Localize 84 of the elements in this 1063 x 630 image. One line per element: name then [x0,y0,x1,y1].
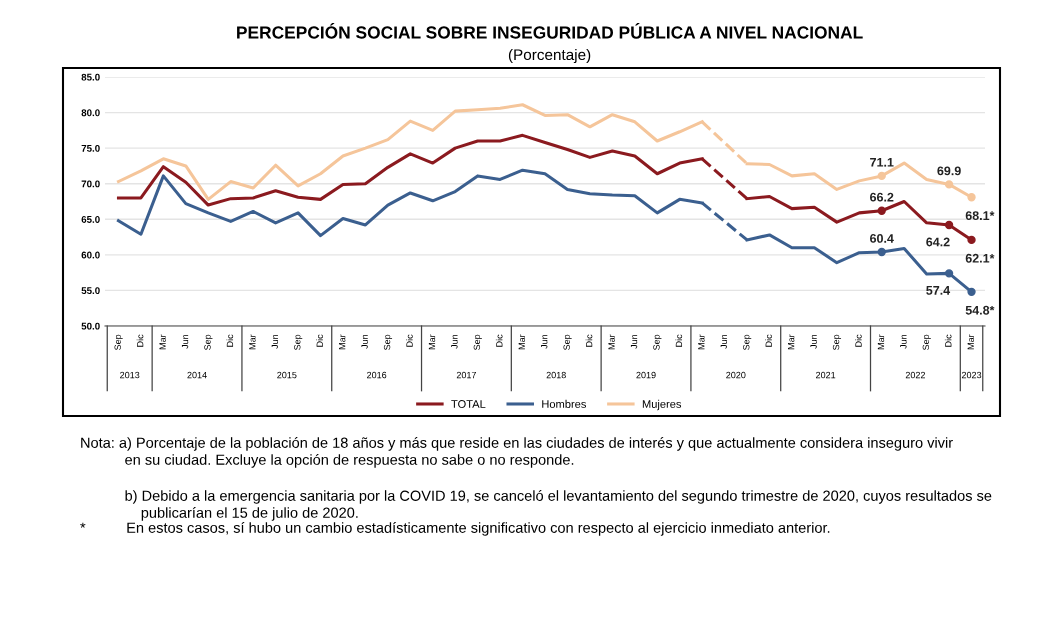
chart-title: PERCEPCIÓN SOCIAL SOBRE INSEGURIDAD PÚBLICA A NIVEL NACIONAL [237,23,863,39]
x-tick-label: Sep [204,334,213,350]
x-tick-label: Sep [563,334,572,350]
legend-label: Mujeres [642,399,682,411]
y-tick-label: 75.0 [81,144,100,152]
text: 2017 [456,371,477,379]
x-tick-label: Mar [877,334,885,350]
point [877,247,886,257]
x-tick-label: Mar [608,334,615,350]
x-tick-label: Jun [361,334,368,349]
x-tick-label: Dic [316,334,323,347]
x-tick-label: Sep [922,334,931,350]
x-tick-label: Jun [541,334,548,349]
y-tick-label: 80.0 [81,109,100,117]
chart-subtitle: (Porcentaje) [508,48,591,64]
y-tick-label: 65.0 [81,216,100,223]
y-tick-label: 70.0 [81,180,100,188]
text: 2023 [961,371,982,379]
text: 2018 [546,371,566,379]
x-tick-label: Jun [451,334,458,349]
x-tick-label: Sep [653,334,662,350]
y-tick-label: 55.0 [81,287,100,295]
x-tick-label: Mar [428,334,436,350]
x-tick-label: Dic [944,334,952,347]
x-tick-label: Sep [832,334,842,350]
x-tick-label: Jun [181,334,189,349]
text: 2014 [187,371,207,379]
data-label: 68.1* [965,211,995,221]
x-tick-label: Jun [900,334,907,349]
data-label: 54.8* [965,305,995,315]
text: 2019 [636,371,656,379]
x-tick-label: Mar [249,334,256,350]
y-tick-label: 85.0 [81,73,100,81]
x-tick-label: Dic [765,334,772,347]
text: 2020 [726,371,746,379]
text: 2016 [367,371,387,379]
x-tick-label: Sep [473,334,482,350]
x-tick-label: Dic [136,334,144,347]
data-label: 71.1 [870,158,894,167]
point [967,287,976,297]
x-tick-label: Sep [114,334,123,350]
x-tick-label: Mar [339,334,346,350]
x-tick-label: Sep [383,334,393,350]
x-tick-label: Dic [226,334,234,347]
point [877,171,886,181]
x-tick-label: Mar [698,334,705,350]
data-label: 64.2 [926,237,950,247]
legend-label: TOTAL [451,400,486,408]
x-tick-label: Dic [495,334,503,347]
x-tick-label: Sep [743,334,752,350]
x-tick-label: Dic [855,334,862,347]
point [944,180,954,189]
x-tick-label: Dic [675,334,683,347]
point [877,206,886,215]
text: 2015 [277,371,297,379]
point [967,235,976,245]
point [944,269,954,278]
text: b) Debido a la emergencia sanitaria por la COVID 19, se canceló el levantamiento del segundo trimestre de 2020, cuyos resultados se publicarían el 15 de julio de 2020. [125,490,992,521]
x-tick-label: Mar [159,334,166,350]
data-label: 57.4 [926,286,951,295]
text: 2021 [816,371,836,379]
data-label: 62.1* [965,253,995,263]
x-tick-label: Jun [810,334,817,349]
text: 2013 [120,371,140,379]
y-tick-label: 60.0 [81,251,100,259]
data-label: 69.9 [937,166,961,176]
x-tick-label: Mar [967,334,974,350]
x-tick-label: Mar [788,334,795,350]
text: Nota: a) Porcentaje de la población de 18 años y más que reside en las ciudades de interés y que actualmente considera inseguro vivir en su ciudad. Excluye la opción de respuesta no sabe o no responde. [81,437,953,468]
x-tick-label: Dic [406,334,413,347]
data-label: 66.2 [870,192,894,202]
data-label: 60.4 [870,234,894,243]
x-tick-label: Mar [518,334,525,350]
text: 2022 [905,371,925,379]
point [944,220,954,230]
point [967,193,976,202]
y-tick-label: 50.0 [81,322,100,330]
x-tick-label: Jun [630,334,638,349]
x-tick-label: Jun [271,334,279,349]
legend-label: Hombres [542,399,587,408]
x-tick-label: Dic [585,334,593,347]
text: * En estos casos, sí hubo un cambio estadísticamente significativo con respecto al ejercicio inmediato anterior. [80,522,830,536]
x-tick-label: Sep [294,334,303,350]
x-tick-label: Jun [720,334,728,349]
